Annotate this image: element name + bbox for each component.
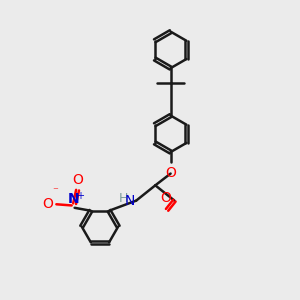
Text: O: O: [165, 166, 176, 180]
Text: N: N: [67, 192, 79, 206]
Text: O: O: [72, 172, 83, 187]
Text: H: H: [118, 192, 128, 205]
Text: O: O: [161, 190, 172, 205]
Text: ⁻: ⁻: [52, 186, 59, 196]
Text: O: O: [42, 197, 53, 211]
Text: N: N: [124, 194, 135, 208]
Text: +: +: [76, 191, 85, 201]
